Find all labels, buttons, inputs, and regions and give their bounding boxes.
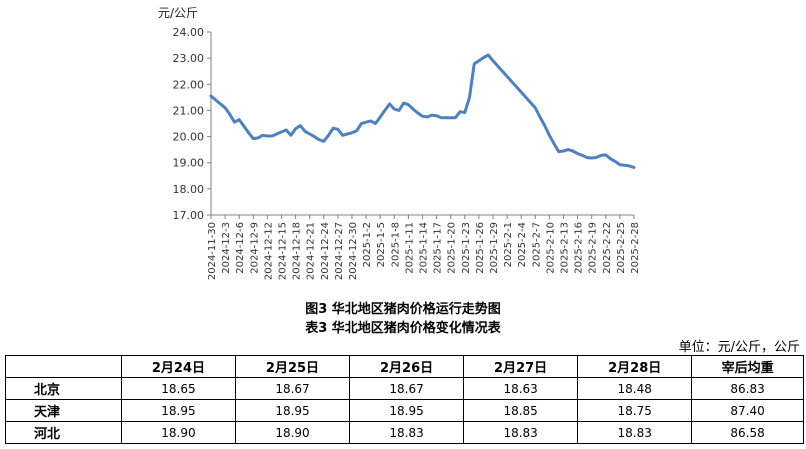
value-cell: 18.48 [577,377,693,400]
header-cell-day: 2月24日 [120,355,236,378]
x-tick-label: 2025-2-7 [531,222,542,267]
x-tick-label: 2024-12-9 [249,222,260,274]
x-tick-label: 2025-2-16 [574,222,585,274]
unit-note: 单位：元/公斤，公斤 [678,340,800,355]
price-table: 2月24日 2月25日 2月26日 2月27日 2月28日 宰后均重 北京 18… [5,355,804,444]
header-cell-region [5,355,122,378]
value-cell: 18.67 [349,377,465,400]
header-cell-day: 2月28日 [577,355,693,378]
value-cell: 18.63 [463,377,579,400]
value-cell: 18.95 [234,399,351,422]
y-tick-label: 24.00 [173,26,205,39]
value-cell: 18.67 [234,377,351,400]
x-tick-label: 2024-12-18 [292,222,303,280]
region-cell: 河北 [5,421,122,444]
region-cell: 北京 [5,377,122,400]
y-axis-unit-label: 元/公斤 [158,6,198,20]
y-tick-label: 21.00 [173,104,205,117]
y-tick-label: 23.00 [173,52,205,65]
value-cell: 18.65 [120,377,236,400]
value-cell: 86.58 [691,421,804,444]
table-row: 河北 18.90 18.90 18.83 18.83 18.83 86.58 [5,421,804,444]
x-tick-label: 2025-1-20 [447,222,458,274]
x-tick-label: 2025-2-25 [616,222,627,274]
table-header-row: 2月24日 2月25日 2月26日 2月27日 2月28日 宰后均重 [5,355,804,378]
value-cell: 18.90 [120,421,236,444]
y-tick-label: 17.00 [173,209,205,222]
value-cell: 18.90 [234,421,351,444]
y-tick-label: 19.00 [173,157,205,170]
value-cell: 18.75 [577,399,693,422]
x-tick-label: 2025-2-10 [545,222,556,274]
x-tick-label: 2024-12-6 [235,222,246,274]
value-cell: 18.95 [349,399,465,422]
x-tick-label: 2025-2-4 [517,222,528,267]
x-tick-label: 2025-2-1 [503,222,514,267]
x-tick-label: 2025-2-19 [588,222,599,274]
x-tick-label: 2024-12-30 [348,222,359,280]
header-cell-day: 2月27日 [463,355,579,378]
x-tick-label: 2024-11-30 [207,222,218,280]
value-cell: 18.83 [349,421,465,444]
y-tick-label: 18.00 [173,183,205,196]
x-tick-label: 2024-12-15 [278,222,289,280]
value-cell: 18.95 [120,399,236,422]
x-tick-label: 2025-1-5 [376,222,387,267]
x-tick-label: 2025-2-13 [560,222,571,274]
figure-caption: 图3 华北地区猪肉价格运行走势图 [305,302,501,317]
x-axis: 2024-11-30 2024-12-3 2024-12-6 2024-12-9 202… [207,214,641,280]
table-row: 天津 18.95 18.95 18.95 18.85 18.75 87.40 [5,399,804,422]
y-tick-label: 20.00 [173,131,205,144]
x-tick-label: 2024-12-12 [263,222,274,280]
header-cell-avg-weight: 宰后均重 [691,355,804,378]
y-axis: 17.00 18.00 19.00 20.00 21.00 22.00 23.00 24.00 [173,26,212,222]
x-tick-label: 2025-2-22 [602,222,613,274]
x-tick-label: 2024-12-24 [320,222,331,280]
x-tick-label: 2024-12-21 [306,222,317,280]
header-cell-day: 2月25日 [234,355,351,378]
x-tick-label: 2025-1-23 [461,222,472,274]
header-cell-day: 2月26日 [349,355,465,378]
value-cell: 87.40 [691,399,804,422]
x-tick-label: 2025-1-26 [475,222,486,274]
x-tick-label: 2024-12-27 [334,222,345,280]
x-tick-label: 2025-1-17 [433,222,444,274]
x-tick-label: 2025-1-11 [404,222,415,274]
series-group [209,53,636,169]
x-tick-label: 2025-1-14 [419,222,430,274]
table-row: 北京 18.65 18.67 18.67 18.63 18.48 86.83 [5,377,804,400]
x-tick-label: 2025-1-2 [362,222,373,267]
value-cell: 18.85 [463,399,579,422]
x-tick-label: 2025-1-29 [489,222,500,274]
value-cell: 18.83 [577,421,693,444]
price-trend-chart: 元/公斤 17.00 18.00 19.00 20.00 21.00 22.00 23.00… [158,6,641,280]
x-tick-label: 2025-1-8 [390,222,401,267]
series-line [209,53,636,169]
x-tick-label: 2025-2-28 [630,222,641,274]
table-caption: 表3 华北地区猪肉价格变化情况表 [305,321,501,336]
value-cell: 86.83 [691,377,804,400]
value-cell: 18.83 [463,421,579,444]
x-tick-label: 2024-12-3 [221,222,232,274]
y-tick-label: 22.00 [173,78,205,91]
region-cell: 天津 [5,399,122,422]
